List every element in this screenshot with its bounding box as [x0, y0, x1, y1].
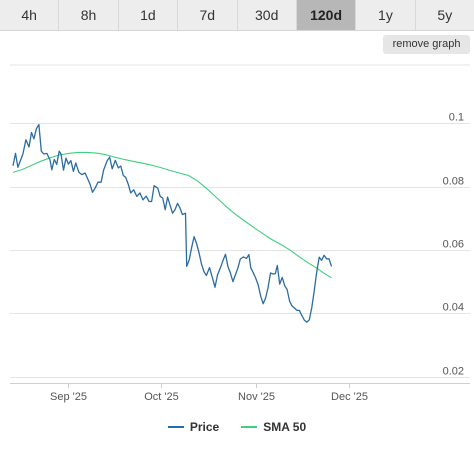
series-line-sma-50	[12, 151, 332, 279]
legend-label-sma: SMA 50	[263, 420, 307, 434]
tab-8h[interactable]: 8h	[59, 0, 119, 30]
x-tick-label: Oct '25	[144, 391, 179, 403]
legend-swatch-price	[167, 426, 184, 428]
tab-30d[interactable]: 30d	[238, 0, 297, 30]
remove-graph-button[interactable]: remove graph	[383, 35, 470, 54]
x-tick-label: Sep '25	[50, 391, 87, 403]
legend-item-price[interactable]: Price	[167, 420, 220, 434]
tab-5y[interactable]: 5y	[437, 7, 453, 23]
tab-1d[interactable]: 1d	[119, 0, 179, 30]
legend-swatch-sma	[241, 426, 258, 428]
x-tick-label: Nov '25	[238, 391, 275, 403]
y-tick-label: 0.02	[443, 366, 464, 378]
chart-legend: Price SMA 50	[0, 420, 474, 434]
tab-1y[interactable]: 1y	[356, 0, 416, 30]
legend-item-sma[interactable]: SMA 50	[241, 420, 306, 434]
tab-120d[interactable]: 120d	[296, 0, 357, 30]
x-tick-label: Dec '25	[331, 391, 368, 403]
series-line-price	[12, 123, 333, 323]
y-tick-label: 0.1	[449, 112, 464, 124]
y-tick-label: 0.04	[443, 302, 464, 314]
tab-7d[interactable]: 7d	[178, 0, 238, 30]
y-tick-label: 0.06	[443, 239, 464, 251]
timeframe-tabs: 4h 8h 1d 7d 30d 120d 1y 5y	[0, 0, 474, 31]
tab-4h[interactable]: 4h	[0, 0, 60, 30]
legend-label-price: Price	[189, 420, 220, 434]
y-tick-label: 0.08	[443, 176, 464, 188]
